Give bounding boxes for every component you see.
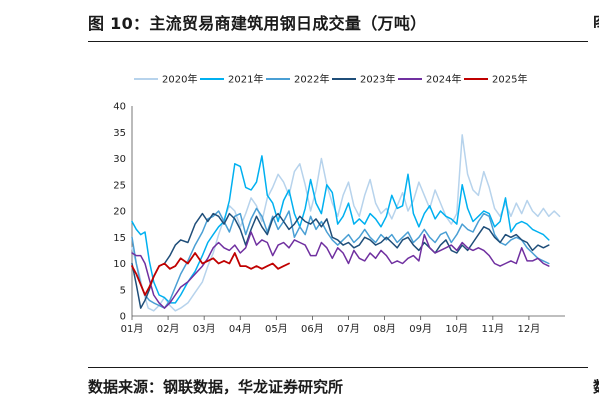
y-tick-label: 30 <box>113 154 126 165</box>
series-line-2021年 <box>131 155 550 304</box>
figure-title: 图 10：主流贸易商建筑用钢日成交量（万吨） <box>88 14 427 33</box>
title-rule <box>88 41 588 42</box>
y-tick-label: 5 <box>120 285 126 296</box>
series-lines <box>131 134 561 312</box>
x-tick-label: 07月 <box>337 323 360 335</box>
x-tick-label: 03月 <box>193 323 216 335</box>
y-axis: 0 5 10 15 20 25 30 35 40 <box>113 102 133 323</box>
x-tick-label: 02月 <box>157 323 180 335</box>
x-tick-label: 05月 <box>265 323 288 335</box>
y-tick-label: 35 <box>113 128 126 139</box>
legend-label: 2020年 <box>162 73 197 86</box>
y-tick-label: 25 <box>113 180 126 191</box>
x-axis: 01月 02月 03月 04月 05月 06月 07月 08月 09月 10月 11月 12月 <box>121 315 565 335</box>
source-note: 数据来源：钢联数据，华龙证券研究所 <box>88 378 344 396</box>
x-tick-label: 09月 <box>409 323 432 335</box>
y-tick-label: 0 <box>120 312 126 323</box>
y-tick-label: 20 <box>113 207 126 218</box>
legend-label: 2022年 <box>294 73 329 86</box>
x-tick-label: 11月 <box>481 323 504 335</box>
legend-label: 2025年 <box>492 73 527 86</box>
series-line-2024年 <box>131 231 550 309</box>
x-tick-label: 06月 <box>301 323 324 335</box>
next-column-source-fragment: 数 <box>593 376 599 394</box>
next-column-title-fragment: 图 <box>593 10 599 28</box>
y-tick-label: 40 <box>113 102 126 113</box>
line-chart: 2020年 2021年 2022年 2023年 2024年 2025年 051015202… <box>113 73 565 335</box>
legend-label: 2024年 <box>426 73 461 86</box>
legend-label: 2021年 <box>228 73 263 86</box>
footer-rule <box>88 367 588 368</box>
series-line-2023年 <box>131 212 550 309</box>
series-line-2020年 <box>131 134 561 312</box>
legend-label: 2023年 <box>360 73 395 86</box>
x-tick-label: 10月 <box>445 323 468 335</box>
x-tick-label: 04月 <box>229 323 252 335</box>
x-tick-label: 01月 <box>121 323 144 335</box>
x-tick-label: 12月 <box>518 323 541 335</box>
y-tick-label: 10 <box>113 259 126 270</box>
x-tick-label: 08月 <box>373 323 396 335</box>
series-line-2025年 <box>131 252 290 296</box>
chart-legend: 2020年 2021年 2022年 2023年 2024年 2025年 <box>134 73 527 86</box>
y-tick-label: 15 <box>113 233 126 244</box>
